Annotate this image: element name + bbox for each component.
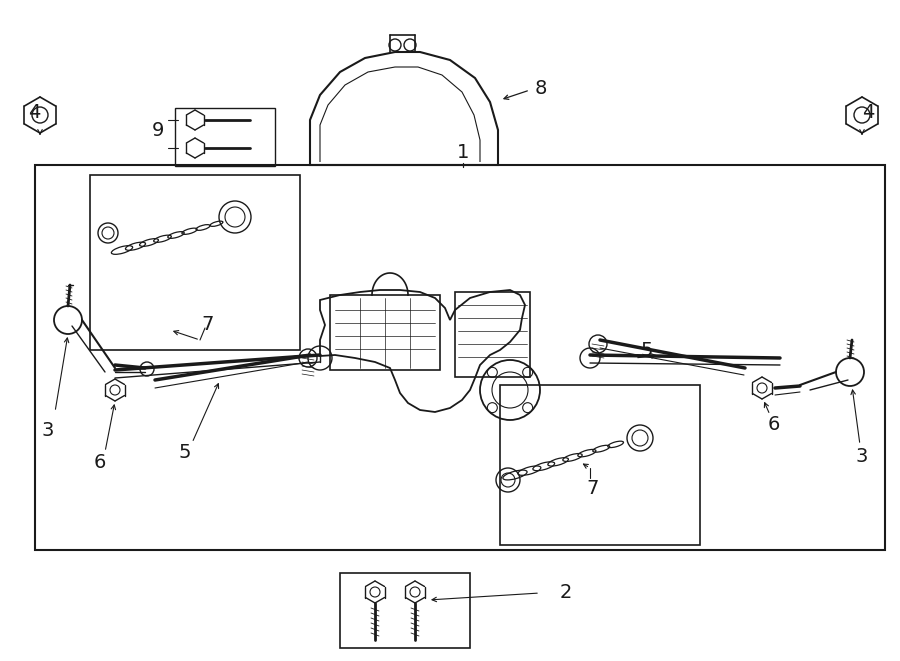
Text: 2: 2 bbox=[560, 584, 572, 602]
Bar bbox=[455, 292, 530, 377]
Text: 3: 3 bbox=[41, 420, 54, 440]
Bar bbox=[500, 385, 700, 545]
Bar bbox=[90, 175, 300, 350]
Text: 4: 4 bbox=[862, 102, 874, 122]
Text: 5: 5 bbox=[179, 442, 191, 461]
Text: 9: 9 bbox=[152, 120, 164, 139]
Bar bbox=[330, 295, 440, 370]
Text: 7: 7 bbox=[587, 479, 599, 498]
Text: 3: 3 bbox=[856, 446, 868, 465]
Bar bbox=[175, 108, 275, 166]
Bar bbox=[340, 573, 470, 648]
Bar bbox=[35, 165, 885, 550]
Text: 4: 4 bbox=[28, 102, 40, 122]
Text: 5: 5 bbox=[640, 340, 652, 360]
Text: 6: 6 bbox=[768, 414, 780, 434]
Text: 6: 6 bbox=[94, 453, 106, 471]
Text: 1: 1 bbox=[457, 143, 469, 163]
Text: 8: 8 bbox=[535, 79, 547, 98]
Text: 7: 7 bbox=[202, 315, 214, 334]
